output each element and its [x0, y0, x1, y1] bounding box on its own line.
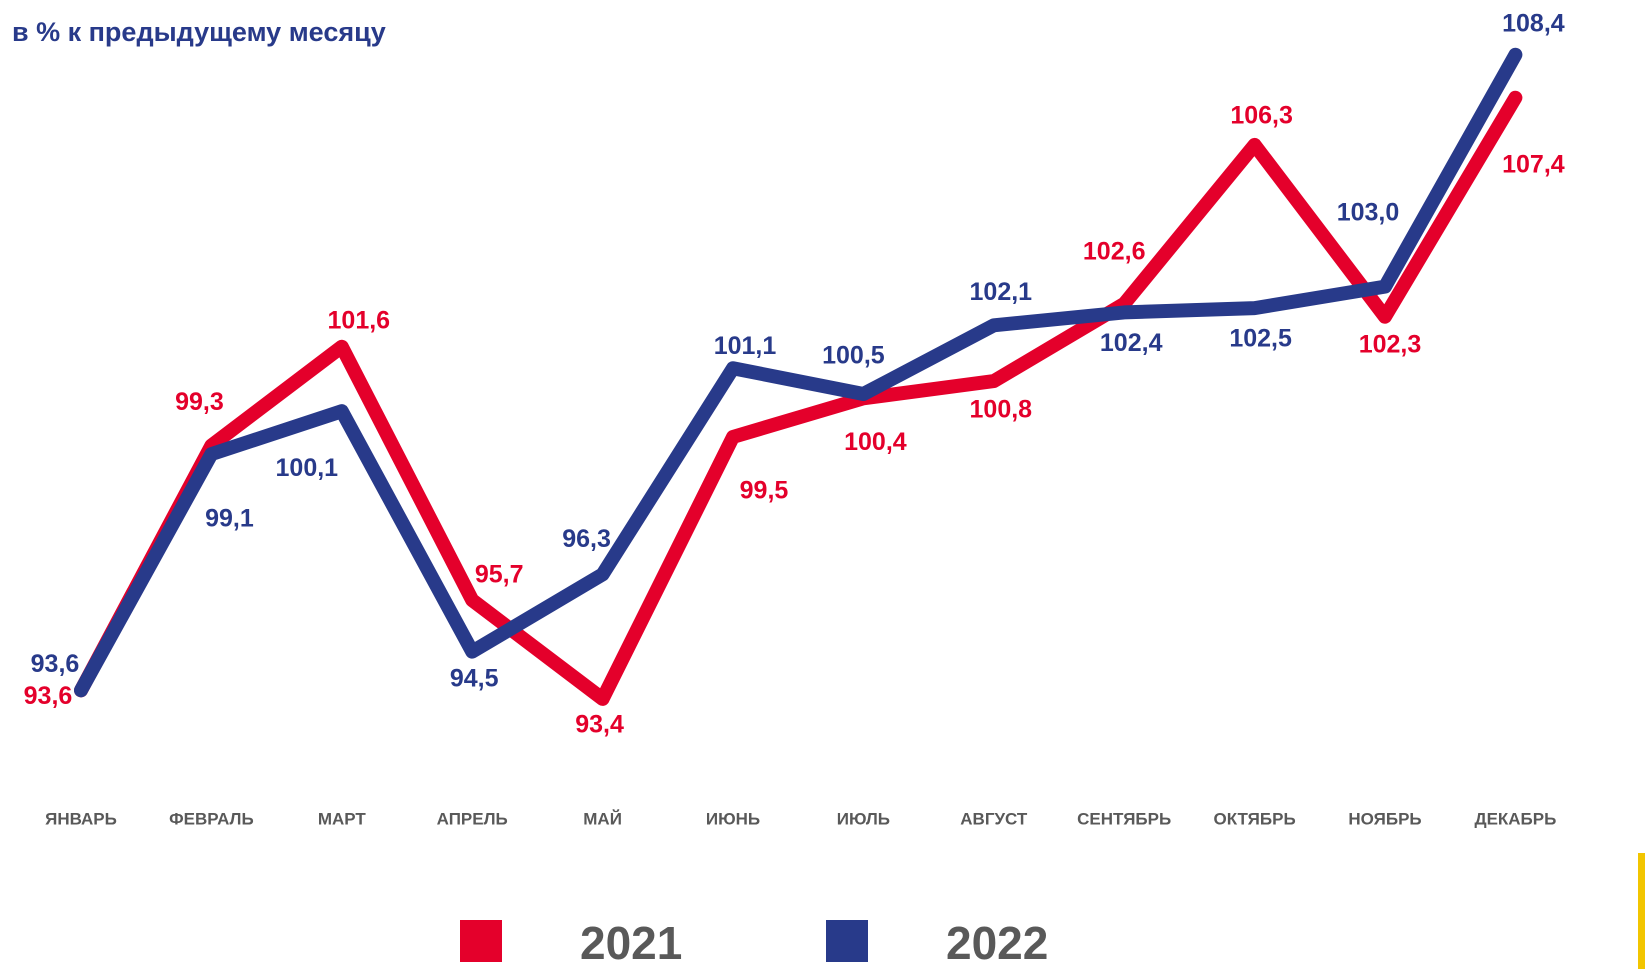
data-label: 94,5 — [450, 664, 499, 692]
chart-title: в % к предыдущему месяцу — [12, 17, 386, 47]
data-label: 100,1 — [276, 454, 339, 482]
x-tick-label: ФЕВРАЛЬ — [169, 809, 254, 828]
x-tick-label: АПРЕЛЬ — [437, 809, 508, 828]
x-tick-label: МАРТ — [318, 809, 367, 828]
x-tick-label: ЯНВАРЬ — [45, 809, 117, 828]
legend-swatch — [826, 920, 868, 962]
x-tick-label: СЕНТЯБРЬ — [1077, 809, 1171, 828]
data-label: 100,4 — [844, 428, 907, 456]
x-tick-label: ДЕКАБРЬ — [1474, 809, 1556, 828]
data-label: 95,7 — [475, 561, 524, 589]
x-tick-label: ИЮЛЬ — [837, 809, 890, 828]
legend-label: 2021 — [580, 917, 682, 969]
data-label: 99,3 — [175, 388, 224, 416]
legend-swatch — [460, 920, 502, 962]
series-line — [74, 90, 1523, 706]
data-label: 101,6 — [328, 306, 391, 334]
series-line — [74, 47, 1523, 698]
x-tick-label: НОЯБРЬ — [1348, 809, 1421, 828]
data-label: 100,8 — [970, 396, 1033, 424]
data-label: 106,3 — [1230, 102, 1293, 130]
x-tick-label: АВГУСТ — [960, 809, 1028, 828]
data-label: 101,1 — [714, 332, 777, 360]
x-tick-label: ОКТЯБРЬ — [1214, 809, 1296, 828]
data-label: 102,3 — [1359, 330, 1422, 358]
data-label: 107,4 — [1502, 150, 1565, 178]
data-label: 93,4 — [575, 710, 624, 738]
data-label: 99,1 — [205, 505, 254, 533]
data-label: 102,5 — [1229, 325, 1292, 353]
data-label: 93,6 — [31, 650, 80, 678]
data-label: 99,5 — [740, 477, 789, 505]
data-label: 103,0 — [1337, 198, 1400, 226]
data-label: 102,1 — [970, 278, 1033, 306]
data-label: 100,5 — [822, 342, 885, 370]
data-label: 96,3 — [562, 525, 611, 553]
x-tick-label: МАЙ — [583, 809, 622, 828]
data-label: 108,4 — [1502, 9, 1565, 37]
decoration — [1638, 853, 1645, 969]
data-label: 102,4 — [1100, 329, 1163, 357]
x-tick-label: ИЮНЬ — [706, 809, 760, 828]
data-label: 102,6 — [1083, 237, 1146, 265]
data-label: 93,6 — [24, 682, 73, 710]
legend-label: 2022 — [946, 917, 1048, 969]
